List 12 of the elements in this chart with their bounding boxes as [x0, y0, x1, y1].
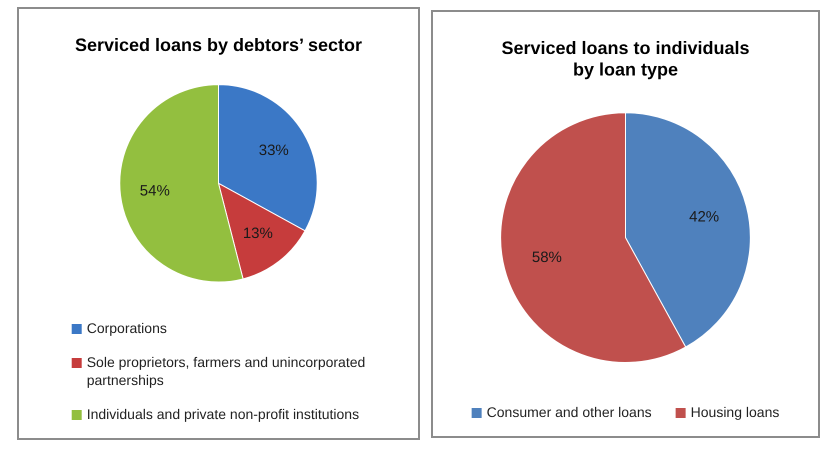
legend-label: Housing loans: [690, 404, 780, 420]
data-label: 58%: [532, 248, 562, 266]
legend-label: Individuals and private non-profit institutions: [86, 406, 360, 422]
legend-label: Consumer and other loans: [486, 404, 652, 420]
data-label: 13%: [242, 225, 273, 242]
data-label: 54%: [140, 182, 170, 200]
data-label: 42%: [689, 208, 720, 226]
legend-label: Corporations: [86, 320, 167, 336]
chart-title: Serviced loans to individuals by loan type: [501, 38, 750, 80]
legend-label: Sole proprietors, farmers and unincorporated partnerships: [86, 354, 366, 388]
chart-title: Serviced loans by debtors’ sector: [74, 34, 362, 55]
data-label: 33%: [258, 142, 289, 159]
